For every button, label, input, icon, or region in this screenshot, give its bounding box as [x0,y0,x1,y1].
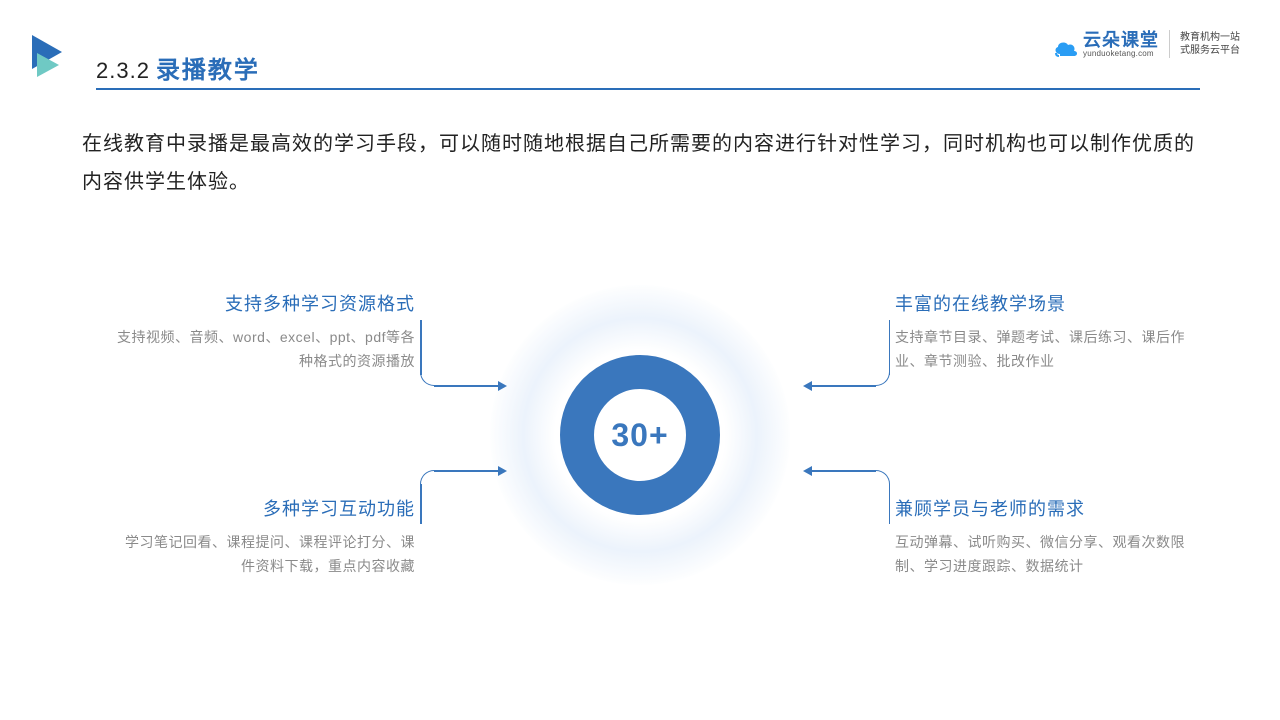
feature-title: 兼顾学员与老师的需求 [895,495,1195,521]
intro-paragraph: 在线教育中录播是最高效的学习手段，可以随时随地根据自己所需要的内容进行针对性学习… [82,125,1200,201]
section-number: 2.3.2 [96,58,150,84]
arrow-left-icon [803,466,812,476]
feature-desc: 学习笔记回看、课程提问、课程评论打分、课件资料下载，重点内容收藏 [115,531,415,579]
cloud-icon [1053,38,1079,58]
feature-title: 多种学习互动功能 [115,495,415,521]
connector-tr [770,320,890,400]
connector-bl [420,470,540,550]
section-title: 录播教学 [156,50,260,85]
feature-desc: 支持视频、音频、word、excel、ppt、pdf等各种格式的资源播放 [115,326,415,374]
feature-top-left: 支持多种学习资源格式 支持视频、音频、word、excel、ppt、pdf等各种… [115,290,415,374]
section-header: 2.3.2 录播教学 [96,50,260,85]
play-triangle-icon [32,35,70,82]
slide: 2.3.2 录播教学 云朵课堂 yunduoketang.com 教育机构一站 … [0,0,1280,720]
feature-desc: 互动弹幕、试听购买、微信分享、观看次数限制、学习进度跟踪、数据统计 [895,531,1195,579]
feature-desc: 支持章节目录、弹题考试、课后练习、课后作业、章节测验、批改作业 [895,326,1195,374]
header-divider [96,88,1200,90]
feature-title: 丰富的在线教学场景 [895,290,1195,316]
brand-block: 云朵课堂 yunduoketang.com 教育机构一站 式服务云平台 [1053,30,1240,58]
feature-title: 支持多种学习资源格式 [115,290,415,316]
feature-bottom-right: 兼顾学员与老师的需求 互动弹幕、试听购买、微信分享、观看次数限制、学习进度跟踪、… [895,495,1195,579]
brand-logo: 云朵课堂 yunduoketang.com [1053,31,1159,58]
brand-domain: yunduoketang.com [1083,49,1159,58]
feature-top-right: 丰富的在线教学场景 支持章节目录、弹题考试、课后练习、课后作业、章节测验、批改作… [895,290,1195,374]
brand-tagline-1: 教育机构一站 [1180,31,1240,44]
feature-bottom-left: 多种学习互动功能 学习笔记回看、课程提问、课程评论打分、课件资料下载，重点内容收… [115,495,415,579]
connector-br [770,470,890,550]
arrow-right-icon [498,466,507,476]
brand-separator [1169,30,1170,58]
arrow-right-icon [498,381,507,391]
connector-tl [420,320,540,400]
arrow-left-icon [803,381,812,391]
brand-tagline-2: 式服务云平台 [1180,44,1240,57]
ring-main: 30+ [560,355,720,515]
center-value: 30+ [611,417,668,454]
brand-name: 云朵课堂 [1083,31,1159,49]
brand-tagline: 教育机构一站 式服务云平台 [1180,31,1240,57]
